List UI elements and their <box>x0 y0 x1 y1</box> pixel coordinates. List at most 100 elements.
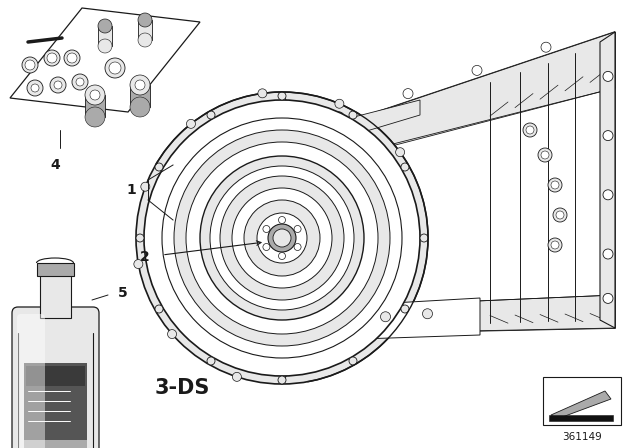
Circle shape <box>294 225 301 233</box>
Circle shape <box>232 372 241 381</box>
Circle shape <box>403 89 413 99</box>
Circle shape <box>220 176 344 300</box>
Circle shape <box>44 50 60 66</box>
Circle shape <box>130 97 150 117</box>
Circle shape <box>603 249 613 259</box>
Circle shape <box>551 181 559 189</box>
Bar <box>543 377 621 425</box>
Polygon shape <box>270 32 615 175</box>
Bar <box>138 20 152 40</box>
Circle shape <box>335 99 344 108</box>
Circle shape <box>541 42 551 52</box>
Circle shape <box>278 216 285 224</box>
Circle shape <box>22 57 38 73</box>
Bar <box>130 85 150 107</box>
Circle shape <box>263 225 270 233</box>
Text: 4: 4 <box>50 158 60 172</box>
Text: 3-DS: 3-DS <box>155 378 211 398</box>
Polygon shape <box>600 32 615 328</box>
Circle shape <box>334 112 344 122</box>
Circle shape <box>551 241 559 249</box>
Circle shape <box>54 81 62 89</box>
Circle shape <box>141 182 150 191</box>
Circle shape <box>162 118 402 358</box>
Circle shape <box>232 188 332 288</box>
Circle shape <box>207 357 215 365</box>
Circle shape <box>548 178 562 192</box>
Circle shape <box>85 107 105 127</box>
Bar <box>26 366 85 386</box>
Circle shape <box>64 50 80 66</box>
Circle shape <box>47 53 57 63</box>
Circle shape <box>396 148 404 157</box>
Circle shape <box>207 111 215 119</box>
Circle shape <box>339 315 349 325</box>
Bar <box>24 440 87 448</box>
Circle shape <box>136 234 144 242</box>
Circle shape <box>258 89 267 98</box>
Circle shape <box>210 166 354 310</box>
Circle shape <box>186 119 195 129</box>
Circle shape <box>556 211 564 219</box>
Circle shape <box>138 33 152 47</box>
Circle shape <box>85 85 105 105</box>
Polygon shape <box>18 313 93 333</box>
Bar <box>40 273 71 318</box>
Circle shape <box>526 126 534 134</box>
Polygon shape <box>10 8 200 112</box>
Polygon shape <box>37 263 74 276</box>
Circle shape <box>67 53 77 63</box>
Circle shape <box>136 92 428 384</box>
Circle shape <box>155 163 163 171</box>
Circle shape <box>268 224 296 252</box>
FancyBboxPatch shape <box>12 307 99 448</box>
Circle shape <box>523 123 537 137</box>
FancyBboxPatch shape <box>17 314 45 448</box>
Circle shape <box>50 77 66 93</box>
Circle shape <box>135 80 145 90</box>
Circle shape <box>294 244 301 250</box>
Circle shape <box>244 200 320 276</box>
Circle shape <box>98 19 112 33</box>
Text: 5: 5 <box>118 286 128 300</box>
Bar <box>85 95 105 117</box>
Polygon shape <box>310 100 420 148</box>
Circle shape <box>257 213 307 263</box>
Circle shape <box>278 376 286 384</box>
Circle shape <box>541 151 549 159</box>
Circle shape <box>603 293 613 303</box>
Circle shape <box>349 357 357 365</box>
Circle shape <box>25 60 35 70</box>
Text: 2: 2 <box>140 250 150 264</box>
Circle shape <box>422 309 433 319</box>
Circle shape <box>548 238 562 252</box>
Circle shape <box>603 190 613 200</box>
Circle shape <box>401 305 409 313</box>
Circle shape <box>278 92 286 100</box>
Circle shape <box>27 80 43 96</box>
Circle shape <box>296 318 307 328</box>
Polygon shape <box>551 391 611 419</box>
Circle shape <box>168 330 177 339</box>
Polygon shape <box>270 295 615 335</box>
Circle shape <box>401 163 409 171</box>
Circle shape <box>186 142 378 334</box>
Circle shape <box>553 208 567 222</box>
Bar <box>549 415 613 421</box>
Circle shape <box>144 100 420 376</box>
Circle shape <box>273 229 291 247</box>
Polygon shape <box>270 298 480 342</box>
Circle shape <box>200 156 364 320</box>
Circle shape <box>381 312 390 322</box>
Bar <box>24 363 87 448</box>
Text: 1: 1 <box>126 183 136 197</box>
Circle shape <box>538 148 552 162</box>
Circle shape <box>603 71 613 82</box>
Circle shape <box>76 78 84 86</box>
Circle shape <box>98 39 112 53</box>
Circle shape <box>138 13 152 27</box>
Text: 361149: 361149 <box>562 432 602 442</box>
Circle shape <box>603 131 613 141</box>
Circle shape <box>472 65 482 75</box>
Circle shape <box>130 75 150 95</box>
